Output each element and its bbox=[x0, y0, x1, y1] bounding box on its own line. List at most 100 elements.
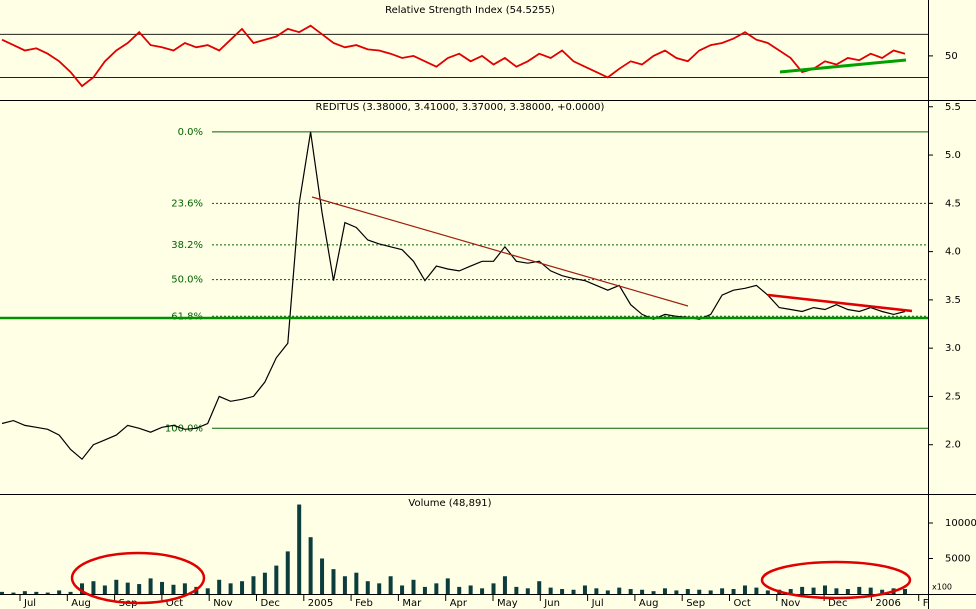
volume-bar bbox=[285, 551, 290, 594]
volume-bar bbox=[594, 588, 599, 594]
x-tick-label: Feb bbox=[355, 598, 373, 609]
x-tick-label: Oct bbox=[166, 598, 183, 609]
volume-bar bbox=[228, 583, 233, 594]
volume-bar bbox=[45, 592, 50, 594]
x-tick-label: Jul bbox=[591, 598, 604, 609]
resistance-trendline bbox=[311, 196, 689, 307]
volume-unit: x100 bbox=[932, 583, 952, 592]
volume-bar bbox=[182, 583, 187, 594]
volume-bar bbox=[754, 587, 759, 594]
volume-bar bbox=[845, 589, 850, 594]
volume-bar bbox=[742, 585, 747, 594]
volume-bar bbox=[34, 591, 39, 594]
volume-bar bbox=[57, 590, 62, 594]
volume-bar bbox=[102, 585, 107, 594]
y-tick-label: 10000 bbox=[945, 518, 976, 529]
fib-label: 38.2% bbox=[171, 240, 203, 251]
volume-bar bbox=[251, 576, 256, 594]
volume-bar bbox=[171, 584, 176, 594]
plot-area: 50 2.0 2.5 3.0 3.5 4.0 4.5 5.0 5.5 0.0% 23.6% 38.2%… bbox=[0, 24, 976, 609]
volume-bar bbox=[731, 589, 736, 594]
volume-bar bbox=[525, 588, 530, 594]
volume-bar bbox=[160, 581, 165, 594]
y-tick-label: 4.0 bbox=[945, 247, 961, 258]
x-tick-label: 2005 bbox=[308, 598, 333, 609]
volume-bar bbox=[68, 591, 73, 594]
x-tick-label: Dec bbox=[261, 598, 280, 609]
price-line bbox=[1, 24, 906, 88]
volume-bar bbox=[514, 586, 519, 594]
y-tick-label: 2.5 bbox=[945, 391, 961, 402]
volume-bar bbox=[217, 579, 222, 594]
volume-bar bbox=[822, 585, 827, 594]
volume-bar bbox=[582, 585, 587, 594]
volume-bar bbox=[491, 583, 496, 594]
x-tick-label: Jul bbox=[23, 598, 36, 609]
x-tick-label: Aug bbox=[71, 598, 91, 609]
volume-bar bbox=[11, 592, 16, 594]
volume-bar bbox=[125, 582, 130, 594]
x-tick-label: Nov bbox=[213, 598, 233, 609]
rsi-title: Relative Strength Index (54.5255) bbox=[385, 5, 555, 16]
y-tick-label: 4.5 bbox=[945, 198, 961, 209]
volume-bar bbox=[857, 586, 862, 594]
volume-bar bbox=[765, 590, 770, 594]
price-line bbox=[1, 131, 906, 461]
volume-bar bbox=[651, 591, 656, 594]
volume-bar bbox=[628, 589, 633, 594]
y-tick-label: 5000 bbox=[945, 553, 970, 564]
volume-bar bbox=[411, 579, 416, 594]
x-tick-label: Oct bbox=[734, 598, 751, 609]
volume-bar bbox=[434, 583, 439, 594]
volume-bar bbox=[560, 589, 565, 594]
volume-bar bbox=[0, 591, 4, 594]
volume-bar bbox=[377, 583, 382, 594]
volume-bar bbox=[617, 587, 622, 594]
x-tick-label: Mar bbox=[402, 598, 422, 609]
volume-bar bbox=[240, 581, 245, 594]
volume-bar bbox=[91, 581, 96, 594]
volume-bar bbox=[537, 581, 542, 594]
fib-label: 23.6% bbox=[171, 198, 203, 209]
volume-title: Volume (48,891) bbox=[408, 498, 491, 509]
volume-bar bbox=[274, 565, 279, 594]
x-tick-label: F bbox=[923, 598, 929, 609]
highlight-ellipse bbox=[70, 551, 206, 605]
x-tick-label: Jun bbox=[543, 598, 560, 609]
x-tick-label: 2006 bbox=[875, 598, 900, 609]
volume-bar bbox=[708, 590, 713, 594]
volume-bar bbox=[80, 583, 85, 594]
resistance-trendline bbox=[767, 293, 913, 313]
volume-bar bbox=[445, 578, 450, 594]
volume-bar bbox=[342, 576, 347, 594]
volume-bar bbox=[365, 581, 370, 594]
highlight-ellipse bbox=[760, 560, 912, 600]
y-tick-label: 3.0 bbox=[945, 343, 961, 354]
x-tick-label: May bbox=[497, 598, 518, 609]
volume-bar bbox=[811, 587, 816, 594]
x-tick-label: Aug bbox=[639, 598, 659, 609]
volume-bar bbox=[605, 590, 610, 594]
volume-bar bbox=[571, 589, 576, 594]
y-tick-label: 5.5 bbox=[945, 102, 961, 113]
y-tick-label: 5.0 bbox=[945, 150, 961, 161]
volume-bar bbox=[548, 587, 553, 594]
volume-bar bbox=[308, 537, 313, 594]
volume-bar bbox=[137, 584, 142, 594]
volume-bar bbox=[331, 569, 336, 594]
volume-bar bbox=[868, 587, 873, 594]
volume-bar bbox=[685, 589, 690, 594]
volume-bar bbox=[640, 589, 645, 594]
volume-bar bbox=[662, 588, 667, 594]
volume-bar bbox=[788, 589, 793, 594]
volume-bar bbox=[388, 576, 393, 594]
volume-bar bbox=[22, 591, 27, 594]
volume-bar bbox=[697, 589, 702, 594]
volume-bar bbox=[422, 586, 427, 594]
x-tick-label: Sep bbox=[686, 598, 705, 609]
rsi-trendline bbox=[779, 58, 907, 74]
price-title: REDITUS (3.38000, 3.41000, 3.37000, 3.38… bbox=[316, 102, 605, 113]
x-tick-label: Apr bbox=[450, 598, 468, 609]
